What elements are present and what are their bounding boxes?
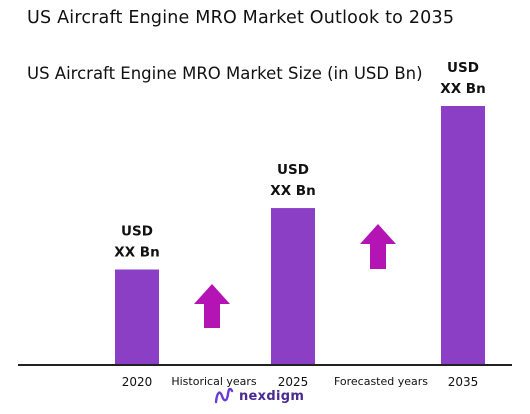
bar-2025	[271, 208, 315, 364]
bar-value-label: XX Bn	[440, 81, 485, 97]
bar-value-label: USD	[121, 223, 153, 239]
chart-title: US Aircraft Engine MRO Market Size (in U…	[27, 64, 423, 83]
bar-2035	[441, 106, 485, 364]
bar-value-label: USD	[277, 162, 309, 178]
x-tick-label: 2020	[122, 375, 153, 389]
bar-value-label: XX Bn	[270, 183, 315, 199]
growth-arrow-icon	[360, 224, 396, 269]
x-tick-label: 2025	[278, 375, 309, 389]
nexdigm-logo-icon	[214, 388, 234, 404]
growth-arrow-icon	[194, 284, 230, 328]
bar-value-label: USD	[447, 60, 479, 76]
page-title: US Aircraft Engine MRO Market Outlook to…	[27, 8, 455, 28]
period-label: Forecasted years	[334, 375, 428, 388]
x-tick-label: 2035	[448, 375, 479, 389]
period-label: Historical years	[171, 375, 257, 388]
nexdigm-logo: nexdigm	[214, 388, 304, 404]
bar-2020	[115, 269, 159, 364]
bar-value-label: XX Bn	[114, 244, 159, 260]
nexdigm-logo-text: nexdigm	[239, 388, 305, 404]
